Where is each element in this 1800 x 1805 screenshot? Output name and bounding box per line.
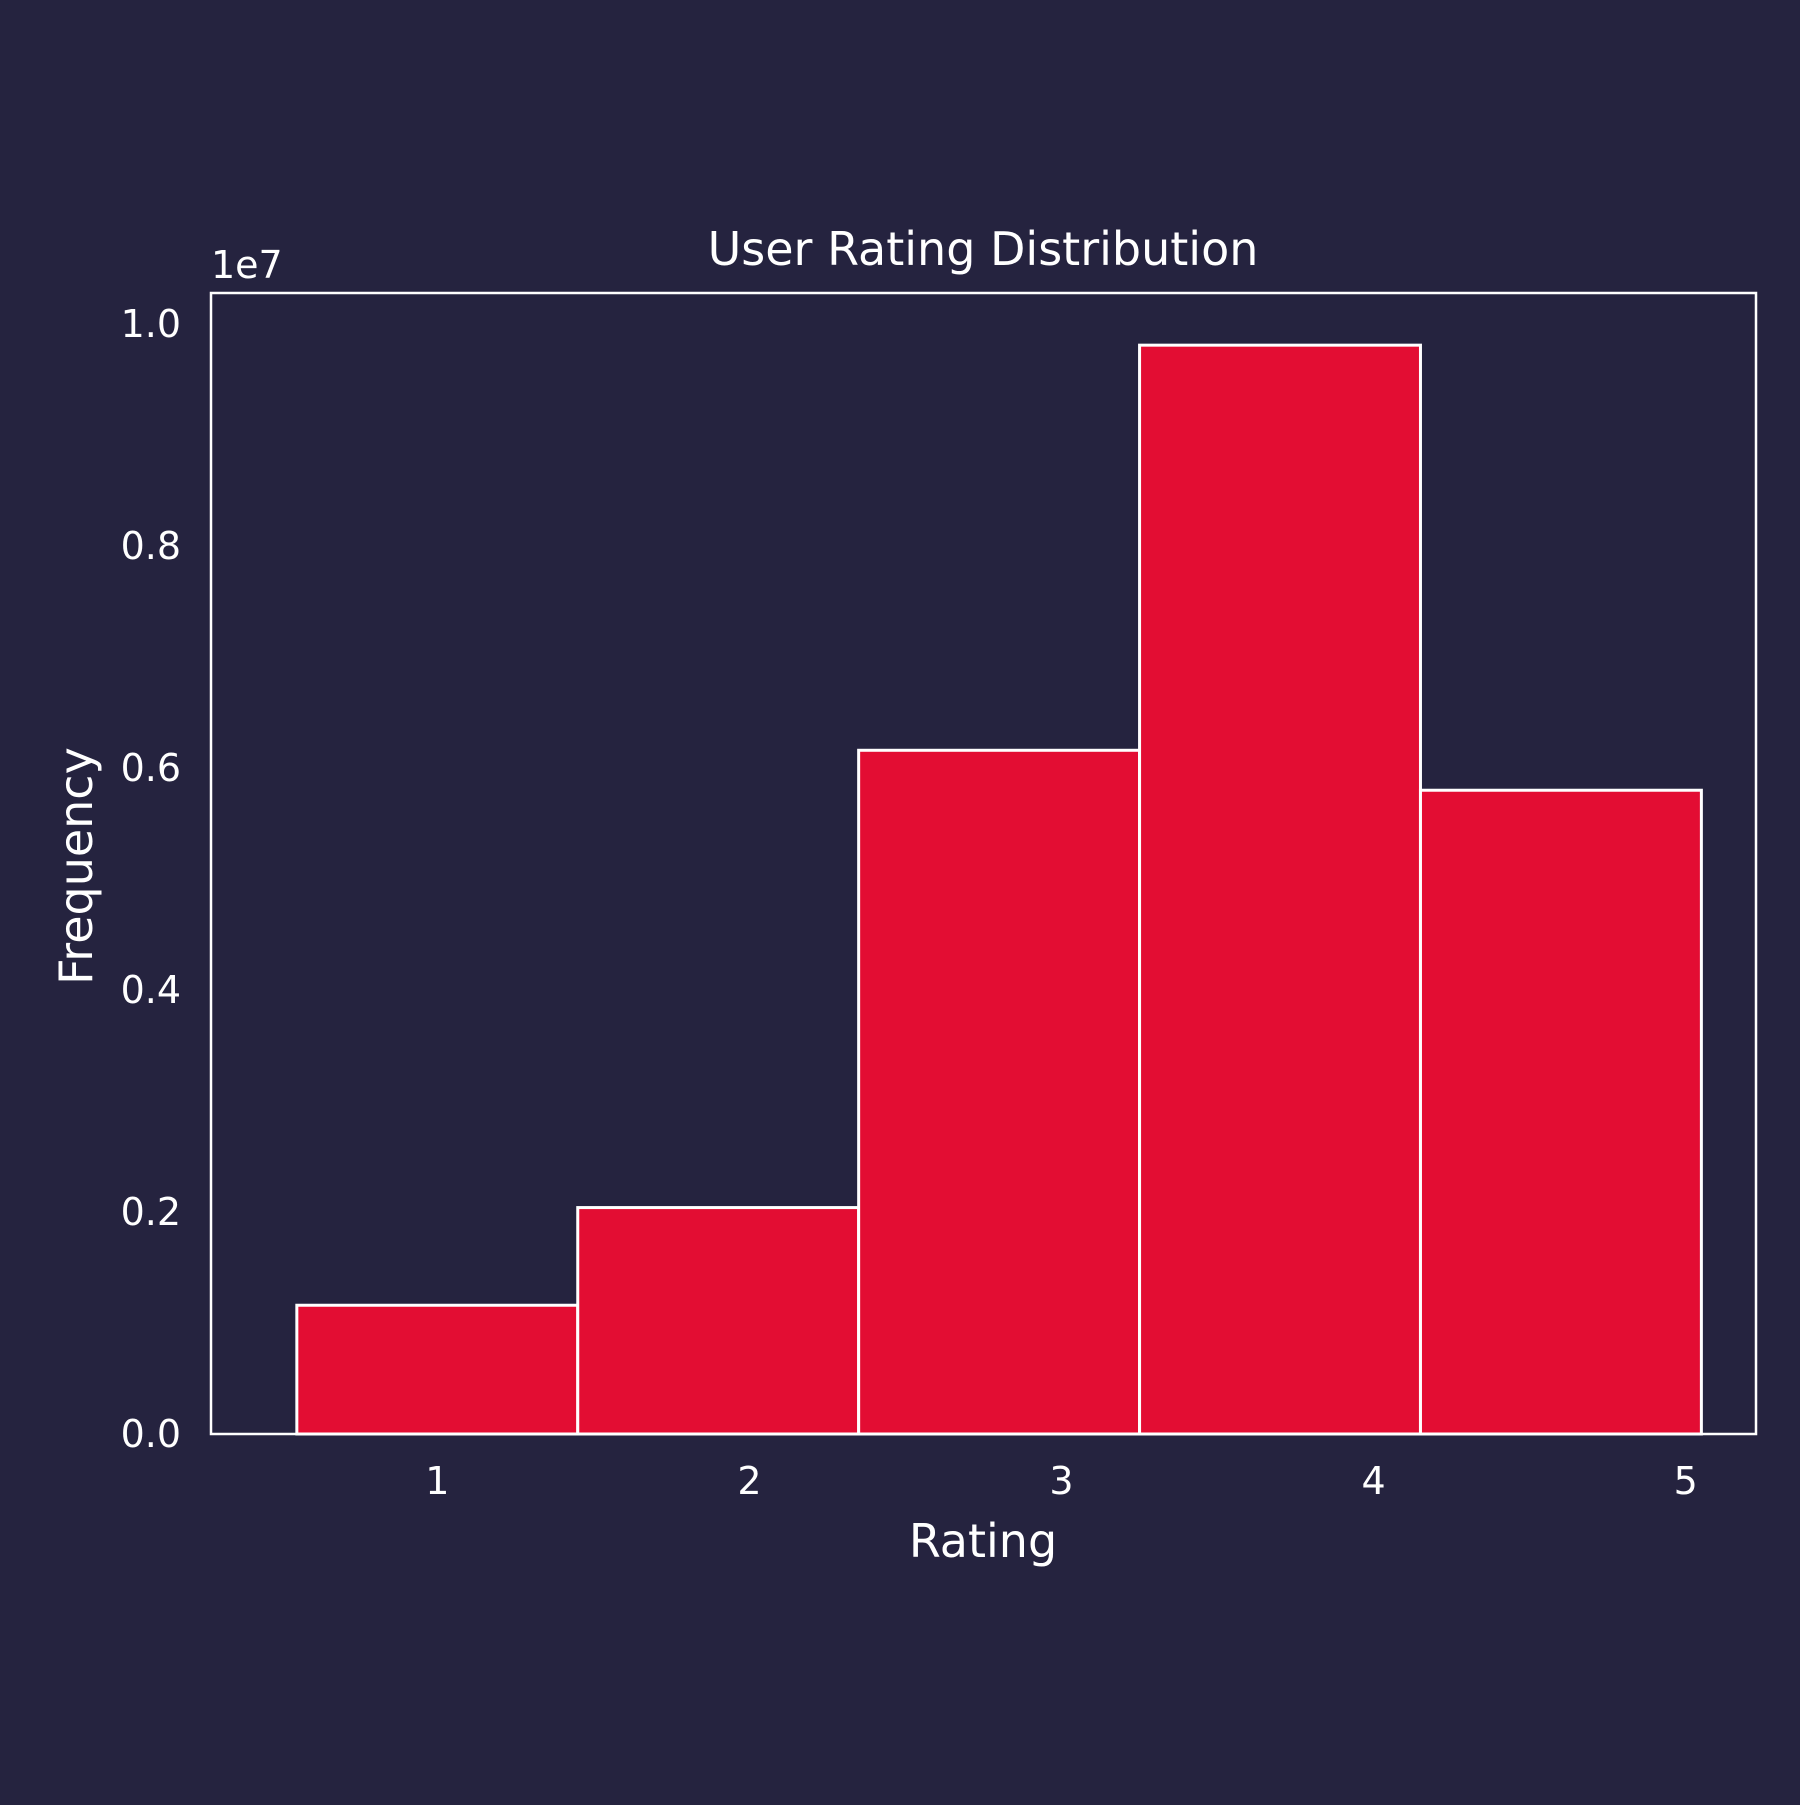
y-ticks-group: 0.0 0.2 0.4 0.6 0.8 1.0 <box>121 302 181 1456</box>
y-tick-label: 0.4 <box>121 968 181 1012</box>
chart-title: User Rating Distribution <box>708 222 1259 276</box>
x-axis-label: Rating <box>909 1514 1057 1568</box>
y-tick-label: 1.0 <box>121 302 181 346</box>
y-axis-multiplier: 1e7 <box>211 243 283 287</box>
histogram-bar-5 <box>1418 788 1703 1436</box>
x-tick-label: 3 <box>1049 1459 1073 1503</box>
histogram-bar-2 <box>576 1206 861 1436</box>
plot-frame <box>209 291 1758 1436</box>
y-tick-label: 0.2 <box>121 1190 181 1234</box>
bars-group <box>295 343 1703 1436</box>
x-ticks-group: 1 2 3 4 5 <box>425 1459 1698 1503</box>
histogram-bar-3 <box>857 748 1142 1436</box>
x-tick-label: 1 <box>425 1459 449 1503</box>
x-tick-label: 5 <box>1674 1459 1698 1503</box>
y-tick-label: 0.6 <box>121 746 181 790</box>
y-axis-label: Frequency <box>49 747 103 985</box>
histogram-bar-4 <box>1138 343 1422 1436</box>
histogram-bar-1 <box>295 1303 580 1436</box>
x-tick-label: 4 <box>1362 1459 1386 1503</box>
x-tick-label: 2 <box>737 1459 761 1503</box>
y-tick-label: 0.8 <box>121 524 181 568</box>
y-tick-label: 0.0 <box>121 1412 181 1456</box>
